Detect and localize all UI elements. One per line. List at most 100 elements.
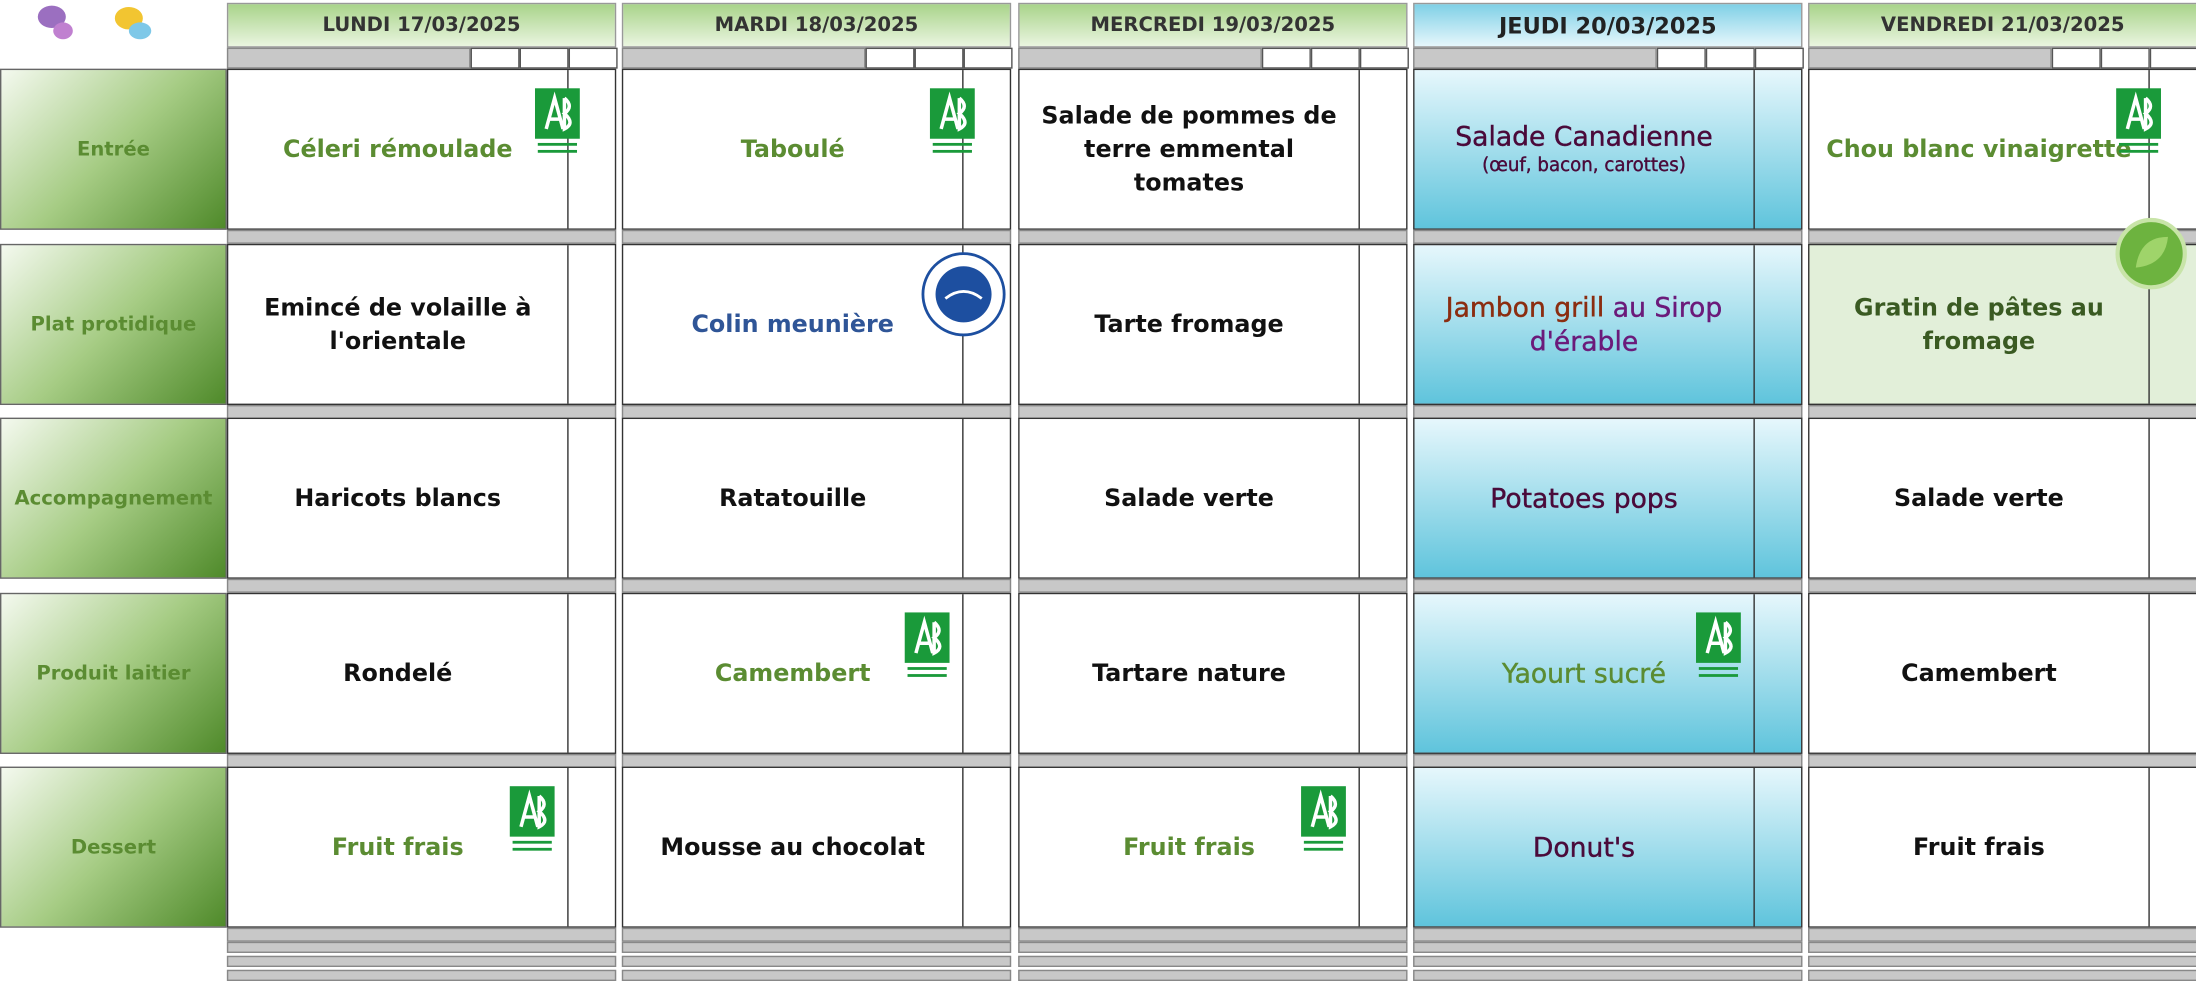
dish-name: Chou blanc vinaigrette: [1826, 135, 2132, 164]
dish-name: Yaourt sucré: [1501, 657, 1666, 689]
row-separator: [1808, 578, 2196, 593]
dish-name: Céleri rémoulade: [282, 135, 513, 164]
menu-cell: Salade de pommes de terre emmental tomat…: [1018, 68, 1408, 230]
row-separator: [1018, 578, 1408, 593]
dish-name: Fruit frais: [331, 833, 464, 862]
menu-cell: Fruit frais: [1018, 766, 1408, 928]
day-label: LUNDI 17/03/2025: [322, 14, 521, 37]
bio-logo: [534, 88, 580, 153]
row-separator: [1413, 229, 1803, 244]
dish-name: Jambon grill au Sirop d'érable: [1420, 291, 1748, 358]
dish-name: Haricots blancs: [294, 484, 502, 513]
row-separator: [1413, 927, 1803, 942]
header-box: [1261, 47, 1311, 69]
menu-cell: Chou blanc vinaigrette: [1808, 68, 2196, 230]
dish: Tartare nature: [1020, 594, 1360, 753]
dish-name: Emincé de volaille à l'orientale: [264, 293, 532, 356]
menu-cell: Emincé de volaille à l'orientale: [226, 243, 617, 406]
category: Dessert: [0, 766, 227, 928]
category-label: Dessert: [70, 835, 157, 859]
dish: Salade verte: [1020, 419, 1360, 578]
menu-cell: Gratin de pâtes au fromage: [1808, 217, 2196, 406]
dish: Mousse au chocolat: [623, 767, 964, 927]
day-header: JEUDI 20/03/2025: [1413, 2, 1803, 48]
header-box: [519, 47, 569, 69]
menu-cell: Camembert: [621, 592, 1012, 754]
header-box: [568, 47, 618, 69]
dish-name: Potatoes pops: [1490, 482, 1678, 514]
bio-logo: [929, 88, 975, 153]
dish: Salade verte: [1809, 419, 2150, 578]
day-label: JEUDI 20/03/2025: [1498, 11, 1717, 39]
row-separator: [226, 927, 617, 942]
header-box: [2100, 47, 2150, 69]
footer-strip: [1413, 969, 1803, 981]
header-box: [1656, 47, 1706, 69]
bio-logo: [1696, 612, 1741, 677]
dish-name: Tartare nature: [1092, 659, 1286, 688]
dish: Emincé de volaille à l'orientale: [228, 245, 569, 404]
dish: Tarte fromage: [1020, 245, 1360, 404]
row-separator: [226, 229, 617, 244]
header-box: [1310, 47, 1360, 69]
header-box: [865, 47, 915, 69]
menu-cell: Potatoes pops: [1413, 417, 1803, 579]
footer-strip: [1808, 941, 2196, 953]
dish-name: Salade verte: [1893, 484, 2064, 513]
footer-strip: [1413, 955, 1803, 967]
row-separator: [621, 578, 1012, 593]
menu-cell: Taboulé: [621, 68, 1012, 230]
footer-strip: [1808, 955, 2196, 967]
day-label: MARDI 18/03/2025: [714, 14, 919, 37]
menu-cell: Salade verte: [1808, 417, 2196, 579]
header-box: [2149, 47, 2196, 69]
row-separator: [1018, 927, 1408, 942]
row-separator: [621, 927, 1012, 942]
footer-strip: [226, 955, 617, 967]
menu-cell: Salade Canadienne (œuf, bacon, carottes): [1413, 68, 1803, 230]
dish-name: Donut's: [1532, 831, 1636, 863]
footer-strip: [1413, 941, 1803, 953]
dish: Salade de pommes de terre emmental tomat…: [1020, 70, 1360, 229]
dish: Jambon grill au Sirop d'érable: [1415, 245, 1755, 404]
footer-strip: [621, 955, 1012, 967]
row-separator: [621, 229, 1012, 244]
dish-name: Salade Canadienne: [1455, 121, 1713, 153]
dish: Haricots blancs: [228, 419, 569, 578]
peche-logo: [921, 252, 1006, 337]
day-label: MERCREDI 19/03/2025: [1090, 14, 1336, 37]
dish: Fruit frais: [1809, 767, 2150, 927]
row-separator: [1808, 927, 2196, 942]
dish: Taboulé: [623, 70, 964, 229]
menu-cell: Céleri rémoulade: [226, 68, 617, 230]
footer-strip: [1018, 941, 1408, 953]
category: Produit laitier: [0, 592, 227, 754]
dish-name: Colin meunière: [691, 310, 894, 339]
header-strip: [1413, 47, 1657, 69]
header-strip: [226, 47, 471, 69]
dish: Chou blanc vinaigrette: [1809, 70, 2150, 229]
butterflies: [37, 5, 152, 40]
footer-strip: [226, 941, 617, 953]
footer-strip: [621, 969, 1012, 981]
dish-part: Jambon grill: [1445, 292, 1605, 324]
menu-cell: Fruit frais: [226, 766, 617, 928]
dish: Camembert: [623, 594, 964, 753]
dish-name: Fruit frais: [1123, 833, 1255, 862]
menu-cell: Donut's: [1413, 766, 1803, 928]
footer-strip: [226, 969, 617, 981]
day-header: MERCREDI 19/03/2025: [1018, 2, 1408, 48]
header-strip: [1018, 47, 1262, 69]
menu-cell: Fruit frais: [1808, 766, 2196, 928]
dish-name: Mousse au chocolat: [660, 833, 925, 862]
dish-name: Taboulé: [740, 135, 845, 164]
menu-cell: Tartare nature: [1018, 592, 1408, 754]
dish-name: Ratatouille: [719, 484, 867, 513]
menu-cell: Ratatouille: [621, 417, 1012, 579]
footer-strip: [621, 941, 1012, 953]
day-header: MARDI 18/03/2025: [621, 2, 1012, 48]
dish: Céleri rémoulade: [228, 70, 569, 229]
menu-cell: Mousse au chocolat: [621, 766, 1012, 928]
row-separator: [226, 578, 617, 593]
